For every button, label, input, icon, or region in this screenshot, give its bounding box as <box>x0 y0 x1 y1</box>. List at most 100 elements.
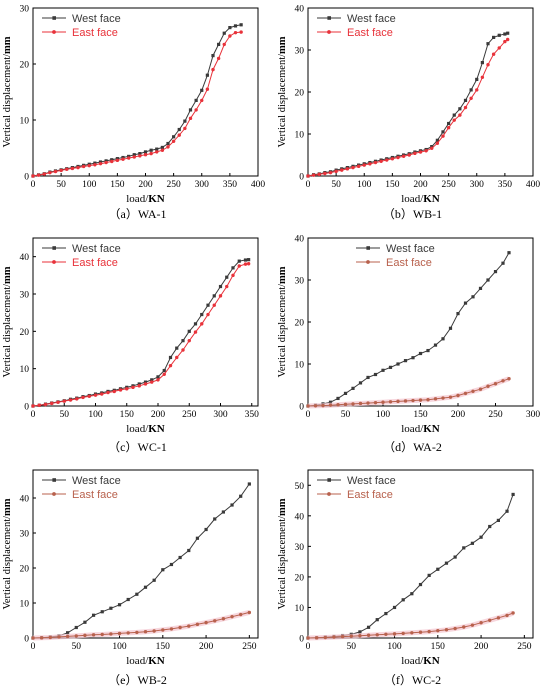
west-face-point <box>109 606 113 610</box>
west-face-point <box>169 562 174 567</box>
east-face-point <box>366 401 370 405</box>
east-face-point <box>39 636 44 640</box>
west-face-point <box>426 348 430 353</box>
east-face-point <box>117 631 122 636</box>
chart-panel-wa-2: 0 50 100 150 200 250 300 0 10 20 30 40 load/KN Vertic… <box>275 230 550 460</box>
x-tick-label: 0 <box>306 410 311 420</box>
west-face-point <box>388 365 393 369</box>
x-axis-label-unit: KN <box>148 423 165 435</box>
east-face-point <box>505 37 510 42</box>
east-face-point <box>475 88 479 92</box>
east-face-point <box>507 377 511 381</box>
west-face-point <box>239 494 243 498</box>
west-face-point <box>410 592 414 596</box>
east-face-point <box>410 631 414 635</box>
east-face-point <box>452 118 456 122</box>
west-face-point <box>91 613 96 617</box>
east-face-point <box>426 398 430 402</box>
y-axis-label: Vertical displacement/mm <box>2 498 13 609</box>
x-axis-label-unit-prefix: load/ <box>401 423 424 435</box>
west-face-point <box>168 355 173 360</box>
x-tick-label: 200 <box>451 410 466 420</box>
legend-east-marker <box>327 492 331 496</box>
east-face-point <box>491 52 496 56</box>
y-axis-label: Vertical displacement/mm <box>277 498 288 609</box>
east-face-point <box>200 98 204 103</box>
east-face-point <box>501 379 505 383</box>
east-face-point <box>427 629 431 634</box>
x-tick-label: 200 <box>413 180 428 190</box>
x-tick-label: 0 <box>306 180 311 190</box>
plot-frame <box>307 469 534 639</box>
legend-east-marker <box>52 30 56 34</box>
east-face-point <box>187 338 191 343</box>
east-face-point <box>216 56 221 61</box>
east-face-point <box>132 155 136 159</box>
west-face-point <box>193 322 198 326</box>
west-face-point <box>200 88 204 92</box>
east-face-point <box>93 393 98 397</box>
east-face-point <box>306 174 310 178</box>
east-face-point <box>323 635 328 640</box>
east-face-point <box>206 312 210 317</box>
east-face-point <box>62 399 66 403</box>
east-face-point <box>358 634 362 638</box>
x-axis-label: load/KN <box>126 655 165 667</box>
y-tick-label: 0 <box>24 635 29 645</box>
x-tick-label: 150 <box>110 180 125 190</box>
x-axis-label: load/KN <box>126 423 165 435</box>
east-face-point <box>162 372 166 376</box>
east-face-point <box>488 618 492 622</box>
east-face-point <box>306 404 310 408</box>
east-face-point <box>446 126 451 130</box>
y-tick-label: 30 <box>20 291 30 301</box>
west-face-point <box>441 130 445 134</box>
y-tick-label: 40 <box>295 512 305 522</box>
y-tick-label: 0 <box>24 173 29 183</box>
west-face-point <box>237 259 241 263</box>
west-face-point <box>195 536 200 540</box>
x-tick-label: 100 <box>376 410 391 420</box>
x-tick-label: 350 <box>223 180 238 190</box>
east-face-point <box>115 158 120 163</box>
west-face-point <box>135 592 139 596</box>
west-face-point <box>366 375 370 380</box>
y-tick-label: 50 <box>295 482 305 492</box>
caption-wb-2: （e）WB-2 <box>108 673 167 687</box>
west-face-point <box>471 295 475 299</box>
east-face-point <box>413 151 417 156</box>
west-face-point <box>427 573 431 577</box>
x-tick-label: 300 <box>526 410 541 420</box>
east-face-point <box>212 303 216 307</box>
west-face-point <box>396 362 400 366</box>
caption-wa-1: （a）WA-1 <box>108 207 167 221</box>
west-face-point <box>83 620 87 624</box>
east-face-point <box>471 389 475 393</box>
legend-west-label: West face <box>386 243 435 255</box>
east-face-point <box>463 391 468 396</box>
series-east-face-glow <box>307 376 510 409</box>
x-axis-label: load/KN <box>401 423 440 435</box>
x-axis-label-unit: KN <box>423 655 440 667</box>
west-face-point <box>456 312 460 316</box>
x-tick-label: 50 <box>72 642 82 652</box>
west-face-point <box>211 54 215 58</box>
east-face-point <box>424 149 428 153</box>
legend-west-marker <box>52 246 56 250</box>
west-face-point <box>188 108 193 112</box>
east-face-point <box>444 628 449 632</box>
caption-wb-1: （b）WB-1 <box>382 207 443 221</box>
x-tick-label: 200 <box>199 642 214 652</box>
x-axis-label-unit-prefix: load/ <box>401 655 424 667</box>
y-tick-label: 30 <box>295 277 305 287</box>
west-face-point <box>486 278 490 282</box>
east-face-point <box>511 611 515 615</box>
east-face-point <box>418 150 423 154</box>
west-face-point <box>447 121 451 126</box>
east-face-point <box>453 626 457 631</box>
legend-east-marker <box>366 260 370 264</box>
east-face-point <box>433 397 438 401</box>
west-face-point <box>181 339 185 343</box>
east-face-point <box>233 30 238 35</box>
